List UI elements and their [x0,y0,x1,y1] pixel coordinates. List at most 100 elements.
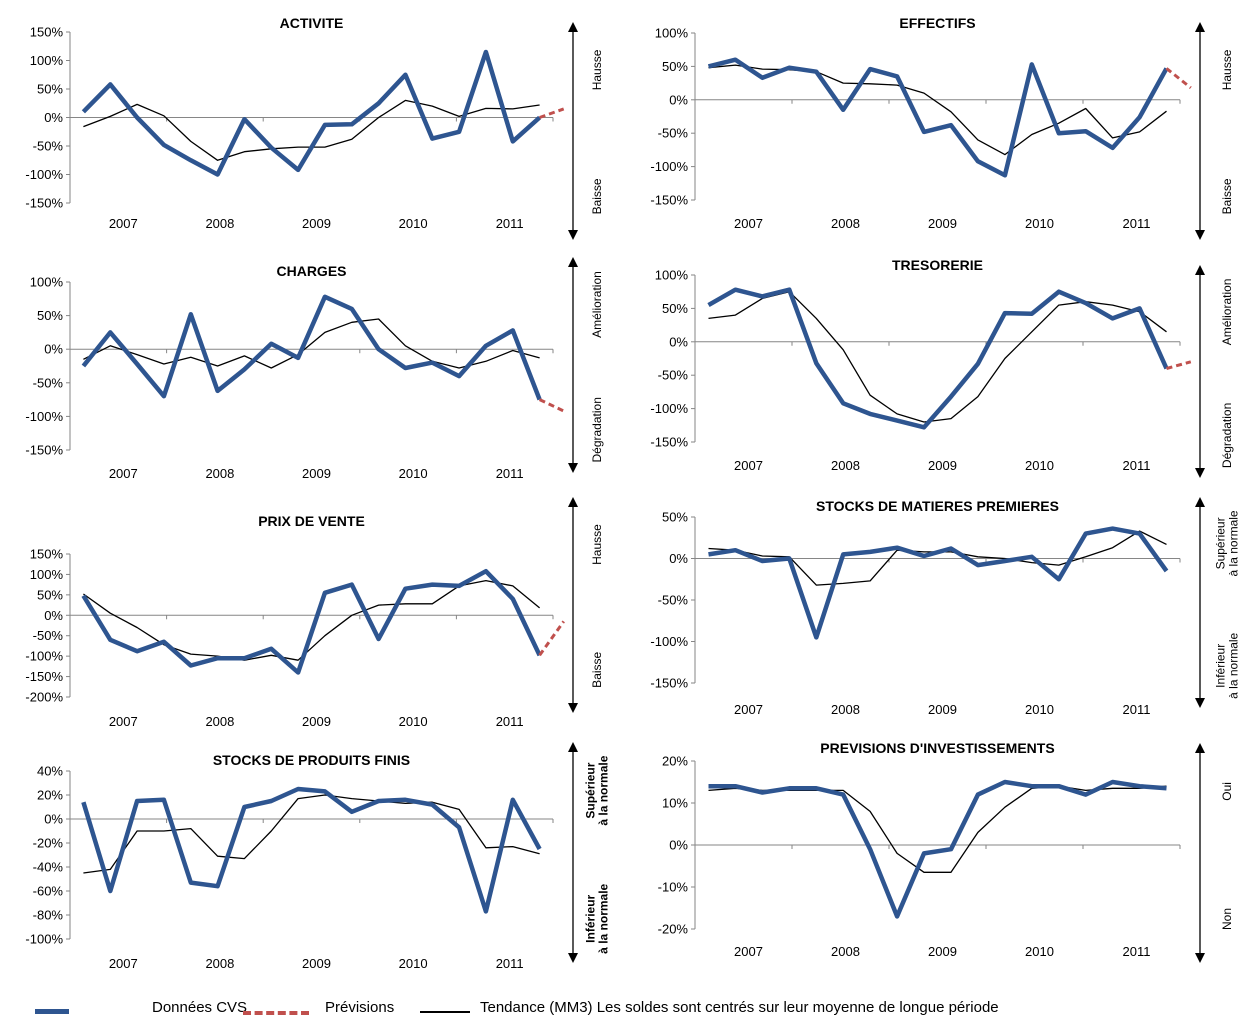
chart3-arrowhead-up [568,257,578,267]
chart3-y-tick-label: -50% [33,375,64,390]
chart8-title: PREVISIONS D'INVESTISSEMENTS [820,740,1054,756]
chart1-x-label: 2008 [205,216,234,231]
chart6-side-top-label: Supérieur [1214,517,1228,569]
chart5-y-tick-label: -50% [33,628,64,643]
chart6-y-tick-label: 0% [669,551,688,566]
chart6-side-top-label: à la normale [1227,510,1241,576]
chart1-y-tick-label: -50% [33,139,64,154]
chart7-x-label: 2007 [109,956,138,971]
chart1-title: ACTIVITE [280,15,344,31]
chart6-title: STOCKS DE MATIERES PREMIERES [816,498,1059,514]
chart5-y-tick-label: -150% [25,669,63,684]
chart2-title: EFFECTIFS [899,15,975,31]
legend: Données CVS Prévisions Tendance (MM3) Le… [0,995,1247,1025]
chart7-x-label: 2008 [205,956,234,971]
chart8-y-tick-label: 10% [662,796,688,811]
chart8-y-tick-label: 0% [669,838,688,853]
chart5-y-tick-label: 0% [44,608,63,623]
chart8-series-cvs [708,779,1167,919]
chart3-x-label: 2008 [205,466,234,481]
chart3-title: CHARGES [276,263,346,279]
chart7-x-label: 2010 [399,956,428,971]
chart4-y-tick-label: -100% [650,401,688,416]
chart5-x-label: 2007 [109,714,138,729]
chart5-series-forecast [538,620,565,657]
chart5-x-label: 2010 [399,714,428,729]
chart2-y-tick-label: -150% [650,193,688,208]
chart4-arrowhead-up [1195,265,1205,275]
chart3-x-label: 2010 [399,466,428,481]
chart5-title: PRIX DE VENTE [258,513,365,529]
chart8-series-trend [708,785,1167,873]
chart4-y-tick-label: -150% [650,435,688,450]
chart7-y-tick-label: 20% [37,788,63,803]
chart3-x-label: 2009 [302,466,331,481]
chart5-y-tick-label: 150% [30,547,64,562]
chart1-x-label: 2009 [302,216,331,231]
chart8-x-label: 2010 [1025,944,1054,959]
chart6-y-tick-label: 50% [662,510,688,525]
chart4-x-label: 2010 [1025,458,1054,473]
chart5-side-top-label: Hausse [590,524,604,565]
chart3-y-tick-label: 50% [37,308,63,323]
chart7-arrowhead-down [568,953,578,963]
chart7-y-tick-label: -80% [33,908,64,923]
legend-forecast-swatch [243,1011,309,1015]
chart6-y-tick-label: -50% [658,593,689,608]
legend-cvs-swatch [35,1009,69,1014]
chart6-y-tick-label: -150% [650,676,688,691]
chart1-arrowhead-up [568,22,578,32]
chart7-y-tick-label: -20% [33,836,64,851]
chart2-y-tick-label: 0% [669,92,688,107]
chart1-y-tick-label: -100% [25,167,63,182]
chart7-side-top-label: Supérieur [584,762,598,818]
chart4-x-label: 2007 [734,458,763,473]
chart8-x-label: 2009 [928,944,957,959]
chart8-arrowhead-down [1195,953,1205,963]
chart2-x-label: 2007 [734,216,763,231]
chart1-x-label: 2011 [496,216,524,231]
chart8-x-label: 2011 [1123,944,1151,959]
chart1-x-label: 2007 [109,216,138,231]
chart2-series-cvs [707,57,1169,178]
chart3-side-top-label: Amélioration [590,271,604,338]
chart8-x-label: 2008 [831,944,860,959]
chart1-side-top-label: Hausse [590,49,604,90]
chart8-y-tick-label: -10% [658,880,689,895]
chart1-y-tick-label: -150% [25,196,63,211]
chart1-series-forecast [539,107,565,119]
chart4-side-top-label: Amélioration [1220,279,1234,346]
chart4-y-tick-label: -50% [658,368,689,383]
chart7-arrowhead-up [568,742,578,752]
chart1-y-tick-label: 50% [37,82,63,97]
chart5-side-bottom-label: Baisse [590,651,604,687]
chart4-x-label: 2008 [831,458,860,473]
chart6-y-tick-label: -100% [650,634,688,649]
chart6-arrowhead-down [1195,698,1205,708]
chart4-y-tick-label: 100% [655,268,689,283]
chart3-arrowhead-down [568,463,578,473]
chart2-y-tick-label: 100% [655,26,689,41]
legend-trend-swatch [420,1011,470,1013]
chart4-y-tick-label: 50% [662,301,688,316]
chart5-arrowhead-down [568,703,578,713]
chart5-series-cvs [81,568,542,675]
chart7-y-tick-label: -100% [25,932,63,947]
chart3-series-trend [83,318,540,369]
chart8-y-tick-label: 20% [662,754,688,769]
chart3-series-cvs [81,294,542,401]
chart2-side-bottom-label: Baisse [1220,178,1234,214]
chart4-title: TRESORERIE [892,257,983,273]
chart5-y-tick-label: 100% [30,567,64,582]
chart6-x-label: 2007 [734,702,763,717]
chart2-y-tick-label: -50% [658,126,689,141]
chart8-y-tick-label: -20% [658,922,689,937]
chart7-side-top-label: à la normale [597,755,611,825]
chart3-y-tick-label: -100% [25,409,63,424]
chart7-series-trend [83,794,540,874]
chart3-y-tick-label: 0% [44,342,63,357]
chart4-series-forecast [1166,360,1192,370]
chart8-arrowhead-up [1195,743,1205,753]
chart2-arrowhead-down [1195,230,1205,240]
chart2-y-tick-label: -100% [650,159,688,174]
